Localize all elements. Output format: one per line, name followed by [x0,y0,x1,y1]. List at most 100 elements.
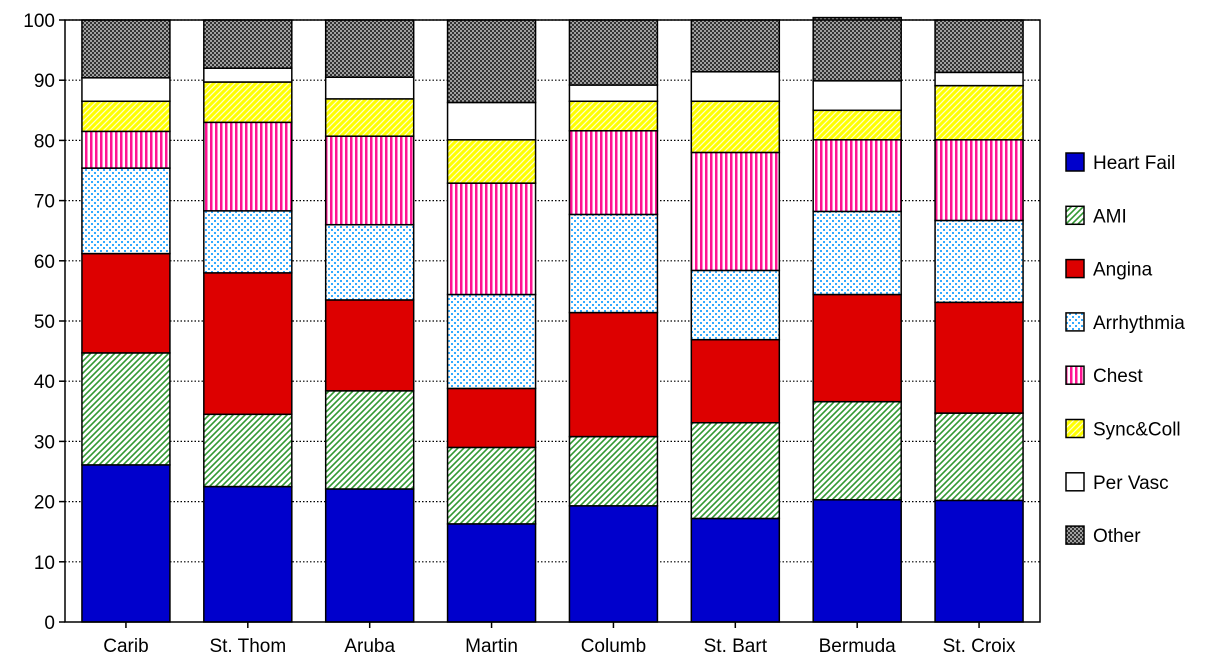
legend-label: Arrhythmia [1093,313,1185,334]
legend-item: Other [1065,525,1141,547]
legend-swatch [1065,472,1085,492]
x-tick-label: St. Bart [704,636,768,657]
y-tick-label: 90 [34,71,55,92]
bar-segment-per-vasc [568,84,659,103]
bar-segment-per-vasc [812,80,902,112]
legend: Heart Fail AMI Angina Arrhythmia Chest Sync&C… [1065,152,1185,547]
bar-segment-per-vasc [203,67,293,83]
bar-segment-sync-coll [324,98,415,137]
bar-segment-angina [690,338,781,424]
legend-item: Heart Fail [1065,152,1175,174]
bar-segment-ami [203,413,293,488]
x-tick-label: Bermuda [819,636,897,657]
bar-segment-sync-coll [934,84,1024,141]
bar-segment-sync-coll [81,100,171,133]
bar-segment-other [812,16,902,82]
bar-segment-angina [446,387,537,449]
legend-swatch [1065,418,1085,439]
bar-segment-per-vasc [324,76,415,100]
y-tick-label: 60 [34,252,55,273]
y-tick-label: 0 [44,613,55,634]
bar-segment-chest [324,135,415,226]
bar-segment-chest [203,121,293,212]
bar-segment-arrhythmia [81,167,171,255]
y-tick-label: 50 [34,312,55,333]
bar-segment-ami [690,421,781,520]
y-tick-label: 10 [34,553,55,574]
legend-item: Arrhythmia [1065,312,1185,334]
legend-item: Per Vasc [1065,472,1169,494]
bar-segment-arrhythmia [812,210,902,296]
y-tick-label: 20 [34,493,55,514]
bar-segment-angina [812,293,902,403]
y-axis-ticks: 0 10 20 30 40 50 60 70 80 90 100 [23,11,65,634]
legend-label: Other [1093,526,1141,547]
legend-item: Sync&Coll [1065,418,1181,441]
x-tick-label: Aruba [344,636,395,657]
bar-segment-heart-fail [446,523,537,623]
bar-segment-heart-fail [324,488,415,623]
bar-segment-sync-coll [568,100,659,132]
x-tick-label: Martin [465,636,518,657]
x-tick-label: St. Croix [943,636,1016,657]
bar-segment-other [203,19,293,69]
bar-segment-sync-coll [446,139,537,184]
legend-label: Per Vasc [1093,473,1169,494]
bar-segment-sync-coll [690,100,781,154]
legend-item: Angina [1065,258,1153,281]
bar-segment-chest [690,151,781,272]
legend-label: Sync&Coll [1093,420,1181,441]
legend-label: Heart Fail [1093,153,1175,174]
bar-segment-other [690,19,781,73]
bar-segment-arrhythmia [446,293,537,390]
legend-swatch [1065,258,1085,279]
bar-segment-ami [446,446,537,525]
bar-segment-ami [568,435,659,507]
y-tick-label: 70 [34,192,55,213]
bar-segment-ami [324,390,415,490]
bar-segment-angina [568,311,659,438]
bar-segment-heart-fail [812,499,902,623]
bar-segment-chest [446,182,537,296]
legend-swatch [1065,312,1085,332]
bar-segment-ami [812,400,902,501]
bar-segment-heart-fail [203,485,293,623]
y-tick-label: 100 [23,11,55,32]
y-tick-label: 30 [34,432,55,453]
legend-swatch [1065,205,1085,226]
bar-segment-arrhythmia [203,210,293,274]
bar-segment-angina [324,299,415,392]
bar-segment-heart-fail [568,505,659,623]
bar-segment-per-vasc [446,101,537,141]
legend-item: Chest [1065,365,1143,387]
bar-segment-per-vasc [81,77,171,103]
bars [81,16,1024,623]
bar-segment-chest [568,130,659,216]
legend-swatch [1065,365,1085,385]
legend-label: Angina [1093,260,1153,281]
bar-segment-other [446,19,537,104]
bar-segment-angina [81,252,171,354]
bar-segment-arrhythmia [568,213,659,314]
bar-segment-per-vasc [934,71,1024,87]
bar-segment-other [81,19,171,79]
legend-item: AMI [1065,205,1127,227]
y-tick-label: 40 [34,372,55,393]
bar-segment-sync-coll [203,81,293,124]
bar-segment-heart-fail [934,499,1024,623]
bar-segment-per-vasc [690,71,781,103]
bar-segment-angina [203,272,293,416]
bar-segment-chest [812,139,902,213]
bar-segment-angina [934,301,1024,414]
bar-segment-chest [81,130,171,169]
x-tick-label: Carib [103,636,148,657]
legend-label: Chest [1093,366,1143,387]
bar-segment-other [934,19,1024,74]
bar-segment-arrhythmia [690,269,781,341]
bar-segment-chest [934,139,1024,222]
bar-segment-ami [81,352,171,466]
legend-label: AMI [1093,206,1127,227]
legend-swatch [1065,525,1085,545]
bar-segment-arrhythmia [324,223,415,301]
